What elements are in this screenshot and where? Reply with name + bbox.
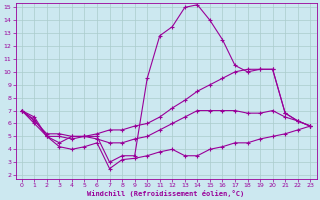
X-axis label: Windchill (Refroidissement éolien,°C): Windchill (Refroidissement éolien,°C)	[87, 190, 245, 197]
